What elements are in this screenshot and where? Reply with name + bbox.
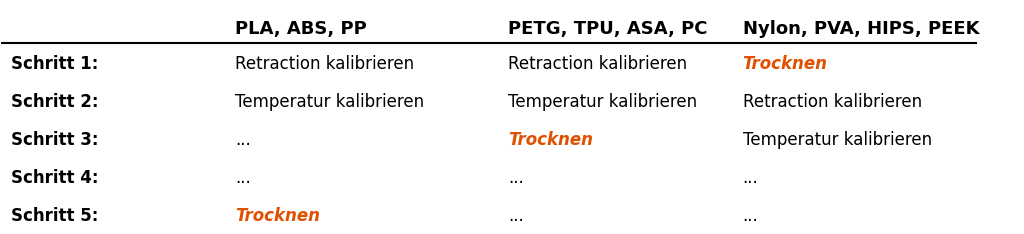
Text: Retraction kalibrieren: Retraction kalibrieren [509,55,687,73]
Text: Nylon, PVA, HIPS, PEEK: Nylon, PVA, HIPS, PEEK [742,20,979,38]
Text: ...: ... [236,169,251,187]
Text: ...: ... [509,169,524,187]
Text: ...: ... [236,131,251,149]
Text: PLA, ABS, PP: PLA, ABS, PP [236,20,368,38]
Text: Retraction kalibrieren: Retraction kalibrieren [742,93,922,111]
Text: Temperatur kalibrieren: Temperatur kalibrieren [236,93,425,111]
Text: Schritt 4:: Schritt 4: [11,169,98,187]
Text: Trocknen: Trocknen [742,55,827,73]
Text: ...: ... [742,169,759,187]
Text: Temperatur kalibrieren: Temperatur kalibrieren [509,93,697,111]
Text: Schritt 2:: Schritt 2: [11,93,98,111]
Text: Retraction kalibrieren: Retraction kalibrieren [236,55,415,73]
Text: Schritt 5:: Schritt 5: [11,207,98,225]
Text: Trocknen: Trocknen [509,131,594,149]
Text: Schritt 3:: Schritt 3: [11,131,98,149]
Text: Temperatur kalibrieren: Temperatur kalibrieren [742,131,932,149]
Text: ...: ... [509,207,524,225]
Text: PETG, TPU, ASA, PC: PETG, TPU, ASA, PC [509,20,708,38]
Text: Schritt 1:: Schritt 1: [11,55,98,73]
Text: ...: ... [742,207,759,225]
Text: Trocknen: Trocknen [236,207,321,225]
